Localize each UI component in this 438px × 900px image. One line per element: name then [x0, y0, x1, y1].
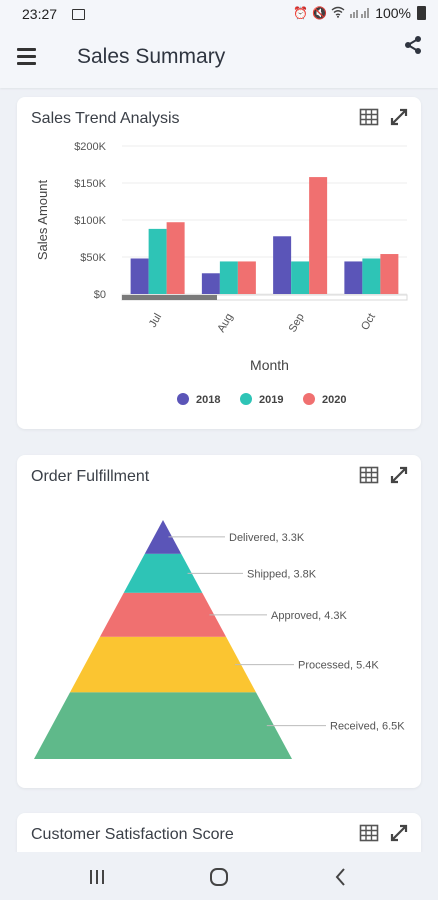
share-icon[interactable] [402, 34, 424, 56]
home-icon[interactable] [208, 866, 230, 888]
hamburger-menu-icon[interactable] [17, 48, 36, 65]
legend-label: 2020 [322, 394, 346, 406]
table-view-icon[interactable] [359, 107, 379, 127]
bar-2018-aug[interactable] [201, 273, 220, 294]
x-tick-label: Jul [147, 312, 164, 330]
legend-label: 2018 [196, 394, 220, 406]
signal-icon [349, 6, 371, 21]
order-fulfillment-title: Order Fulfillment [31, 468, 150, 485]
customer-satisfaction-title: Customer Satisfaction Score [31, 826, 234, 843]
pyramid-segment-3[interactable] [69, 636, 257, 693]
alarm-icon: ⏰ [293, 6, 309, 20]
pyramid-label: Processed, 5.4K [298, 660, 379, 672]
pyramid-label: Shipped, 3.8K [247, 568, 317, 580]
bar-2019-oct[interactable] [362, 258, 381, 294]
back-icon[interactable] [330, 866, 352, 888]
sales-trend-title: Sales Trend Analysis [31, 110, 180, 127]
sales-trend-card: Sales Trend Analysis $0 $50K $100K $150K $20… [17, 97, 421, 429]
expand-icon[interactable] [389, 823, 409, 843]
bar-2019-sep[interactable] [291, 261, 310, 294]
pyramid-label: Received, 6.5K [330, 721, 405, 733]
pyramid-segment-1[interactable] [123, 553, 203, 593]
pyramid-label: Delivered, 3.3K [229, 532, 305, 544]
bar-2019-aug[interactable] [219, 261, 238, 294]
y-axis-label: Sales Amount [35, 180, 50, 261]
order-fulfillment-card: Order Fulfillment Delivered, 3.3K Shipped… [17, 455, 421, 788]
y-tick-label: $0 [94, 289, 106, 301]
pyramid-segment-0[interactable] [144, 520, 182, 554]
bar-2018-sep[interactable] [273, 236, 292, 294]
chart-scrollbar-thumb[interactable] [122, 295, 217, 300]
bar-2020-jul[interactable] [166, 222, 185, 294]
bar-2020-aug[interactable] [237, 261, 256, 294]
recents-icon[interactable] [86, 866, 108, 888]
gallery-icon [72, 9, 85, 20]
page-title: Sales Summary [77, 45, 226, 68]
x-tick-label: Aug [215, 312, 235, 335]
pyramid-segment-2[interactable] [99, 592, 227, 637]
order-fulfillment-tools [359, 465, 409, 485]
app-header: Sales Summary [0, 28, 438, 88]
expand-icon[interactable] [389, 107, 409, 127]
legend-marker [303, 393, 315, 405]
y-tick-label: $50K [80, 252, 106, 264]
y-tick-label: $100K [74, 215, 106, 227]
legend-item-2020[interactable]: 2020 [303, 393, 346, 406]
x-tick-label: Oct [359, 312, 378, 333]
battery-percent: 100% [375, 5, 411, 21]
bar-2019-jul[interactable] [148, 228, 167, 294]
x-tick-label: Sep [287, 312, 307, 335]
legend-item-2018[interactable]: 2018 [177, 393, 220, 406]
sales-trend-tools [359, 107, 409, 127]
bar-2018-jul[interactable] [130, 258, 149, 294]
legend-marker [240, 393, 252, 405]
sales-trend-chart: $0 $50K $100K $150K $200K Sales Amount Jul Aug S… [35, 141, 408, 406]
table-view-icon[interactable] [359, 465, 379, 485]
x-axis-label: Month [250, 357, 289, 373]
bar-2018-oct[interactable] [344, 261, 363, 294]
legend-marker [177, 393, 189, 405]
y-tick-label: $200K [74, 141, 106, 153]
bar-2020-oct[interactable] [380, 254, 399, 294]
status-time: 23:27 [22, 6, 58, 22]
status-bar: 23:27 ⏰ 🔇 100% [0, 0, 438, 28]
system-nav-bar [0, 852, 438, 900]
table-view-icon[interactable] [359, 823, 379, 843]
mute-icon: 🔇 [312, 6, 328, 20]
pyramid-label: Approved, 4.3K [271, 610, 347, 622]
customer-satisfaction-tools [359, 823, 409, 843]
bar-2020-sep[interactable] [309, 177, 328, 294]
y-tick-label: $150K [74, 178, 106, 190]
wifi-icon [331, 6, 345, 21]
legend-label: 2019 [259, 394, 283, 406]
legend-item-2019[interactable]: 2019 [240, 393, 283, 406]
order-fulfillment-chart: Delivered, 3.3K Shipped, 3.8K Approved, 4.… [34, 520, 405, 759]
status-icons: ⏰ 🔇 100% [293, 5, 426, 21]
battery-icon [417, 6, 426, 20]
expand-icon[interactable] [389, 465, 409, 485]
pyramid-segment-4[interactable] [34, 692, 292, 759]
